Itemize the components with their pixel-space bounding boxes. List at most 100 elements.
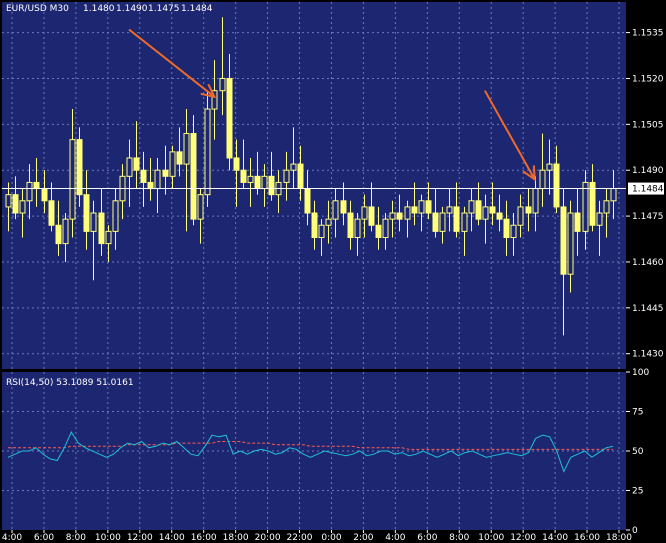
rsi-line [7, 430, 614, 473]
candle [311, 200, 318, 250]
candle-body-up [26, 181, 33, 202]
candle-body-down [503, 218, 510, 238]
candle-body-down [496, 212, 503, 220]
arrow-shaft [484, 90, 536, 180]
candle [90, 200, 97, 281]
candle [76, 127, 83, 207]
time-tick-label: 18:00 [606, 533, 632, 543]
candle [133, 121, 140, 189]
candle-body-up [247, 175, 254, 183]
candle [197, 188, 204, 244]
candle-body-up [546, 163, 553, 171]
price-chart-title: EUR/USD M30 [6, 4, 69, 14]
candle-body-up [582, 181, 589, 232]
candle-body-up [567, 212, 574, 275]
candle-body-up [439, 212, 446, 232]
candle-body-down [140, 169, 147, 183]
candle-body-up [596, 212, 603, 226]
candle-body-down [254, 175, 261, 190]
rsi-title: RSI(14,50) 53.1089 51.0161 [6, 378, 134, 388]
price-panel-background [2, 2, 626, 369]
candle-body-up [197, 194, 204, 220]
candle-body-up [62, 218, 69, 245]
candle-body-up [183, 133, 190, 165]
candle [340, 182, 347, 226]
arrow-annotation [128, 28, 217, 99]
time-tick-label: 8:00 [66, 533, 86, 543]
candle-body-down [525, 206, 532, 214]
candle-body-down [574, 212, 581, 232]
price-axis: 1.1430 1.1445 1.1460 1.1475 1.1490 1.1505 1.15… [626, 29, 664, 360]
time-tick-label: 14:00 [159, 533, 185, 543]
candle-body-up [468, 200, 475, 214]
candle-body-up [219, 77, 226, 92]
candle-body-up [318, 224, 325, 238]
price-tick-label: 1.1490 [632, 166, 664, 176]
time-axis: 4:00 6:00 8:00 10:00 12:00 14:00 16:00 18:00 20:… [2, 530, 632, 543]
candle-body-up [261, 175, 268, 190]
candle [325, 200, 332, 244]
rsi-tick-label: 0 [632, 526, 638, 536]
arrow-head [522, 165, 536, 182]
candle [318, 219, 325, 256]
candle-body-up [418, 200, 425, 214]
candle [382, 213, 389, 250]
candle [496, 194, 503, 232]
candle-body-down [176, 151, 183, 165]
candle [62, 213, 69, 262]
candle-body-down [475, 200, 482, 220]
candle-body-up [482, 206, 489, 220]
candle-body-up [105, 230, 112, 245]
candle-body-up [517, 206, 524, 226]
candle [411, 182, 418, 226]
candle-body-up [283, 169, 290, 183]
price-tick-label: 1.1460 [632, 258, 664, 268]
time-tick-label: 16:00 [574, 533, 600, 543]
candle-body-down [297, 163, 304, 190]
current-price-box [628, 182, 664, 195]
candle-body-down [240, 169, 247, 183]
candle [283, 151, 290, 201]
candle-body-up [169, 151, 176, 177]
current-price-badge: 1.1484 [628, 182, 664, 195]
candle-body-down [375, 224, 382, 238]
candle-body-up [532, 188, 539, 214]
time-tick-label: 0:00 [321, 533, 341, 543]
candle [510, 213, 517, 256]
candle [19, 188, 26, 238]
time-tick-label: 6:00 [417, 533, 437, 543]
time-tick-label: 4:00 [2, 533, 22, 543]
time-tick-label: 16:00 [191, 533, 217, 543]
price-tick-label: 1.1520 [632, 74, 664, 84]
candle-body-up [112, 200, 119, 232]
candle-body-up [446, 206, 453, 214]
candle [69, 109, 76, 238]
candle-body-down [55, 224, 62, 245]
candle-body-down [453, 206, 460, 232]
candle-body-up [69, 139, 76, 220]
candle-body-up [539, 169, 546, 190]
price-tick-label: 1.1430 [632, 350, 664, 360]
candle-body-down [12, 194, 19, 214]
candle-body-up [354, 218, 361, 238]
candle [12, 176, 19, 220]
price-tick-label: 1.1475 [632, 212, 664, 222]
candle [404, 200, 411, 238]
price-panel[interactable]: EUR/USD M30 1.1480 1.1490 1.1475 1.1484 [2, 2, 626, 369]
candle-body-down [589, 181, 596, 226]
candle [446, 188, 453, 232]
candle-body-down [553, 163, 560, 208]
rsi-tick-label: 100 [632, 368, 649, 378]
arrow-annotations [128, 28, 536, 182]
candle [432, 188, 439, 238]
candle-body-up [404, 206, 411, 220]
candle [26, 164, 33, 220]
candle [389, 200, 396, 238]
candle-body-down [98, 212, 105, 245]
candle [560, 188, 567, 336]
candle [361, 194, 368, 238]
candle-body-down [425, 200, 432, 214]
time-tick-label: 6:00 [34, 533, 54, 543]
rsi-panel[interactable]: RSI(14,50) 53.1089 51.0161 [2, 372, 626, 530]
